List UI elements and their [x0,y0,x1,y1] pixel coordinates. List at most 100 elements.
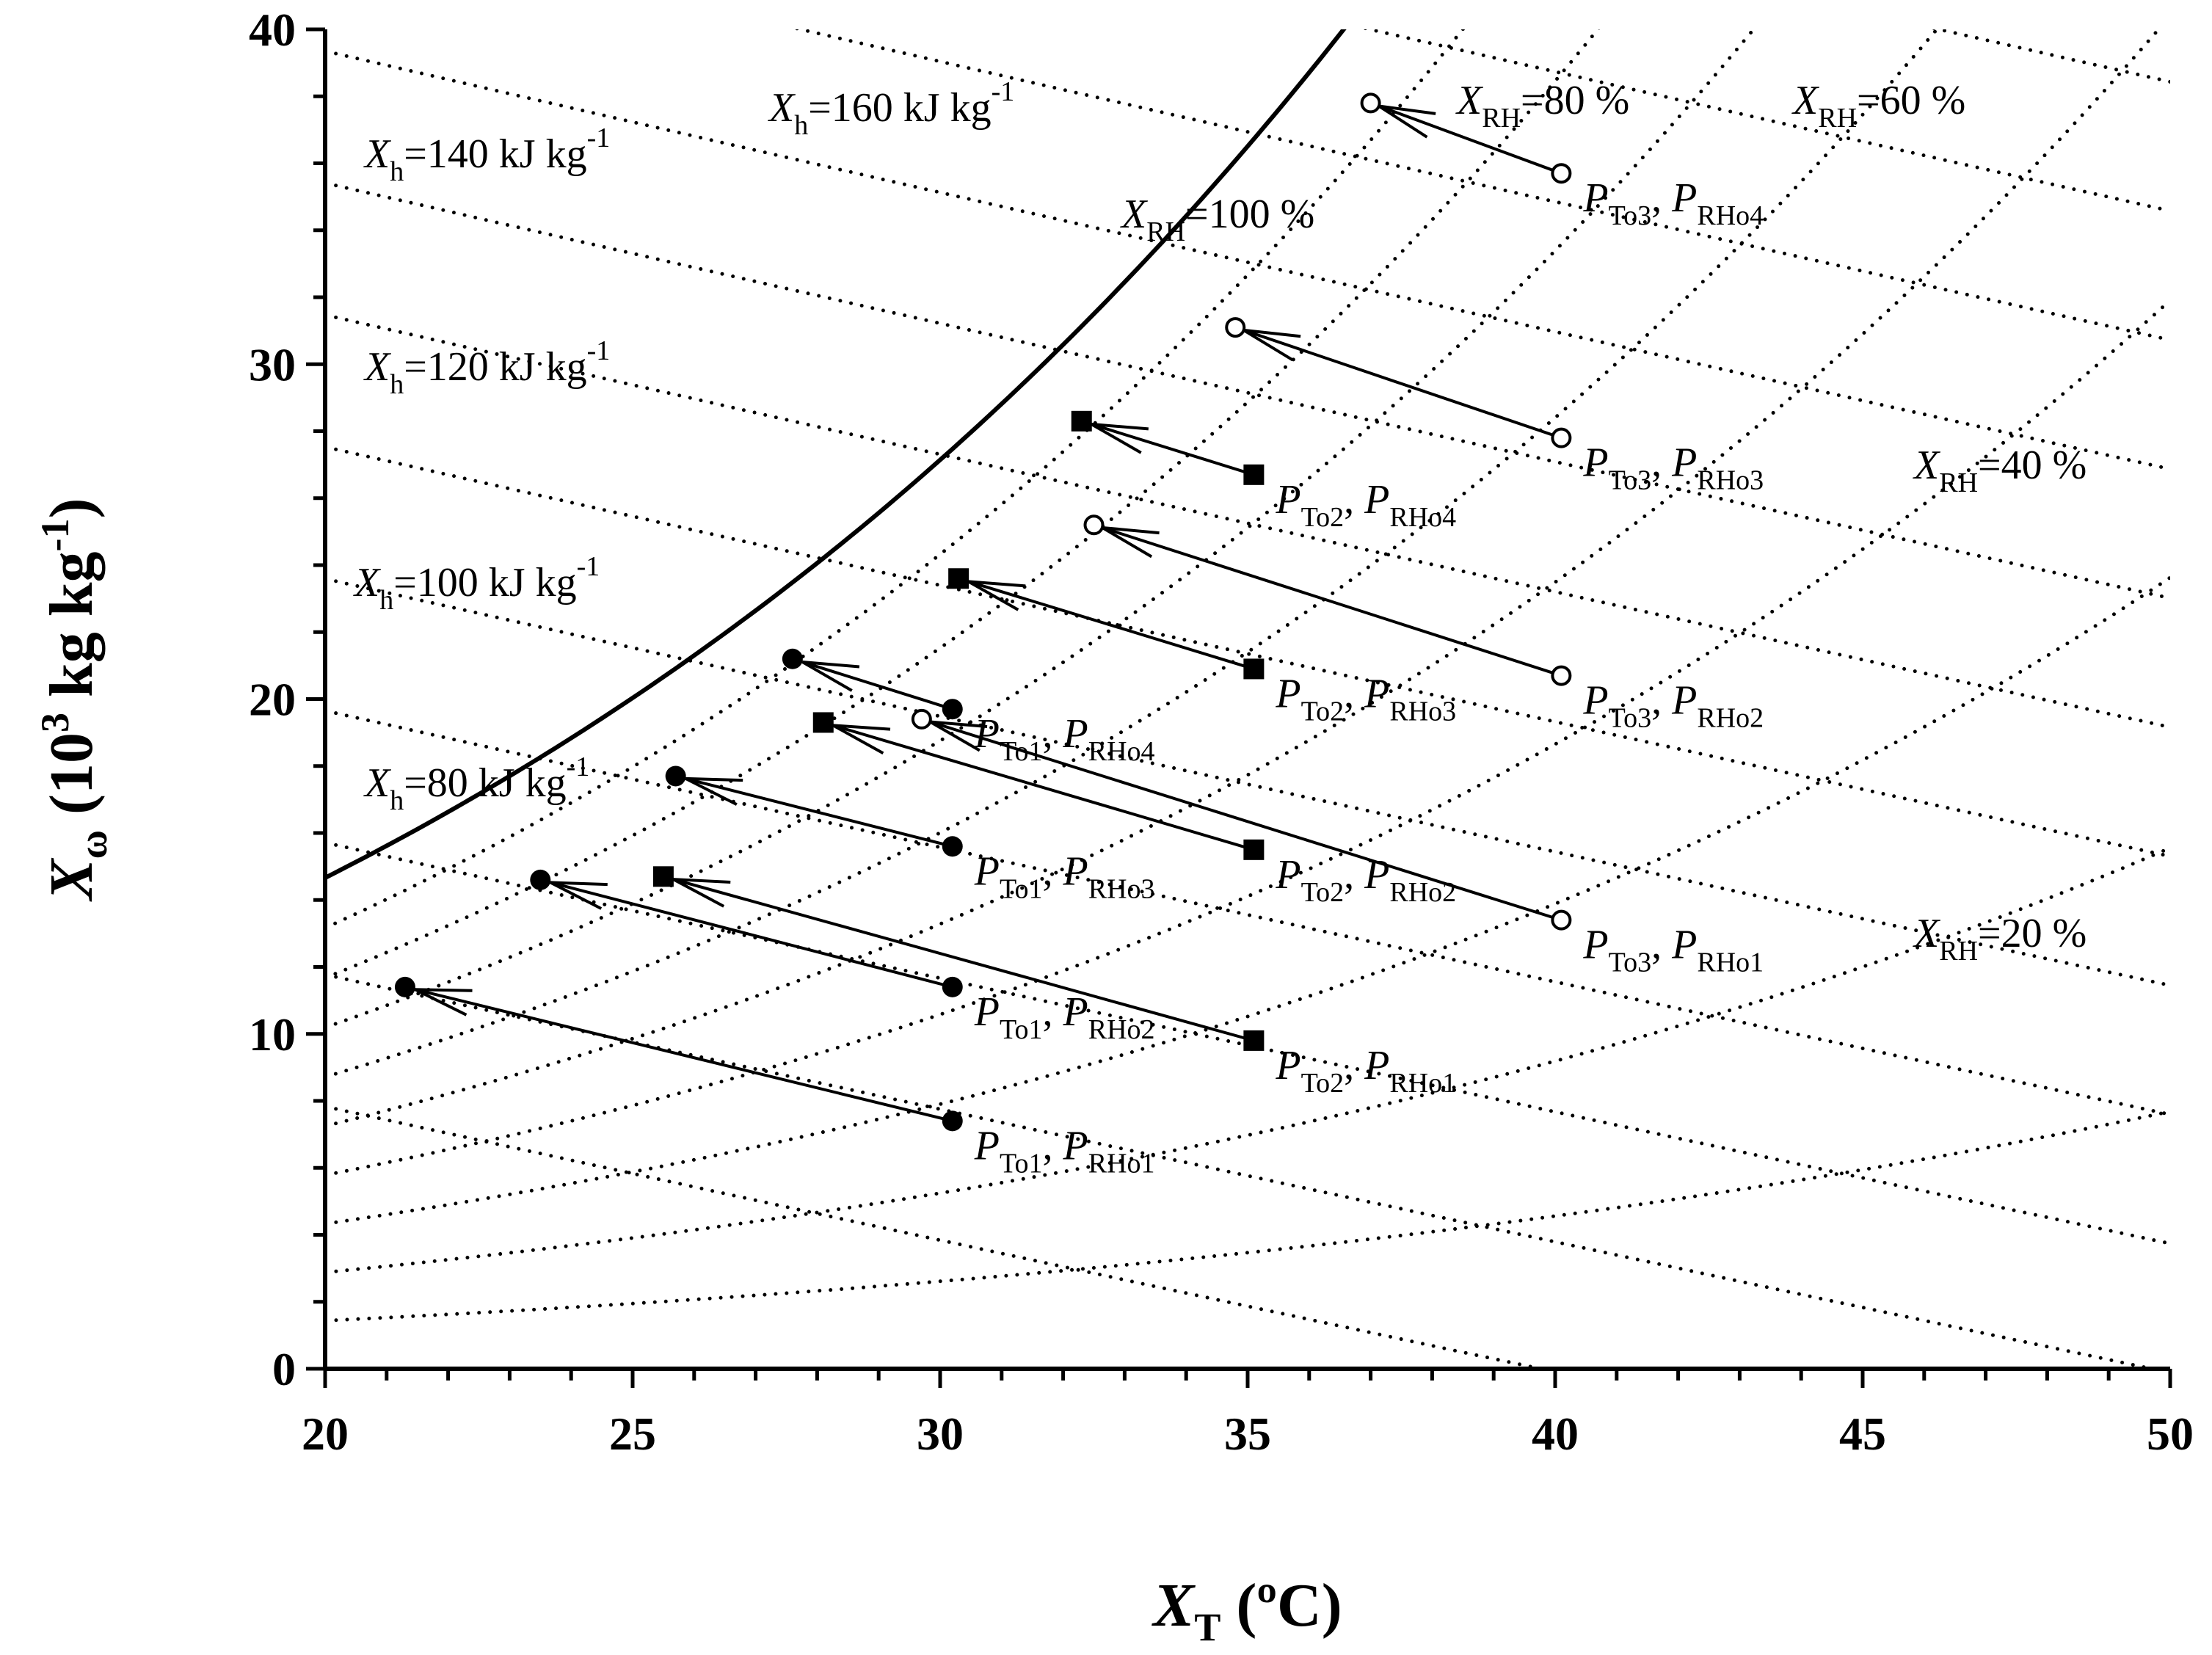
arrow-head-barb [967,580,1019,611]
arrow-head-barb [832,724,884,755]
enthalpy-line-60 [325,840,2170,1245]
arrow-head-barb [1101,526,1153,559]
arrow-head-barb [550,881,608,887]
arrow-head-barb [415,988,473,992]
y-tick-label: 20 [249,674,296,726]
marker-To2-1-end [652,866,674,887]
rh-curve-10 [325,1110,2170,1323]
point-label-To1-1: PTo1, PRHo1 [974,1123,1155,1179]
psychrometric-grid-lines [325,29,2170,1369]
point-label-To3-1: PTo3, PRHo1 [1582,923,1764,978]
saturation-curve [325,29,1347,880]
enthalpy-line-110 [325,181,2170,600]
marker-To3-3-end [1225,317,1246,338]
arrow-head-barb [1102,525,1160,535]
enthalpy-line-80 [325,577,2170,988]
enthalpy-line-150 [1930,29,2170,84]
arrow-head-barb [673,878,731,884]
process-arrow-To2-3 [967,580,1254,671]
axes: 20 25 30 35 40 45 50 0 10 20 30 40 [249,4,2194,1460]
process-arrow-To1-4 [801,661,953,711]
process-arrow-To1-1 [415,988,953,1123]
marker-To1-3-end [665,765,686,787]
rh-label-2: XRH=80 % [1455,78,1629,134]
marker-To2-2-end [812,712,834,733]
process-arrow-To1-3 [685,776,953,848]
enthalpy-line-100 [325,313,2170,730]
marker-To1-4-end [782,648,803,669]
rh-curve-70 [325,29,1756,1030]
enthalpy-line-70 [325,708,2170,1116]
rh-label-3: XRH=60 % [1791,78,1965,134]
marker-To2-1-start [1243,1030,1265,1051]
arrow-head-barb [968,580,1026,588]
rh-curve-50 [325,29,2161,1128]
arrow-head-barb [930,720,988,729]
point-label-To2-2: PTo2, PRHo2 [1275,852,1456,908]
arrow-head-barb [1243,329,1294,362]
marker-To1-2-end [530,869,551,890]
saturation-curve-group [325,29,1347,880]
process-arrows [414,104,1562,1123]
point-label-To3-3: PTo3, PRHo3 [1582,440,1764,496]
enthalpy-label-120: Xh=120 kJ kg-1 [363,335,610,400]
x-tick-label: 35 [1224,1408,1271,1460]
enthalpy-label-100: Xh=100 kJ kg-1 [353,551,600,616]
arrow-head-barb [833,724,891,731]
marker-To3-1-start [1551,909,1572,931]
process-arrow-To2-4 [1091,423,1254,476]
process-arrow-To2-1 [672,878,1254,1042]
y-tick-label: 40 [249,4,296,56]
rh-label-5: XRH=20 % [1913,911,2087,967]
arrow-head-barb [1243,328,1301,338]
line-annotations: Xh=80 kJ kg-1 Xh=100 kJ kg-1 Xh=120 kJ kg-… [353,76,2087,967]
y-tick-label: 0 [272,1343,296,1395]
enthalpy-label-160: Xh=160 kJ kg-1 [768,76,1014,141]
arrow-head-barb [1091,422,1149,431]
marker-To1-2-start [942,976,963,997]
x-tick-label: 45 [1839,1408,1886,1460]
point-label-To1-3: PTo1, PRHo3 [974,848,1155,904]
marker-To3-3-start [1551,427,1572,448]
x-tick-label: 25 [609,1408,656,1460]
enthalpy-label-140: Xh=140 kJ kg-1 [363,123,610,187]
enthalpy-line-50 [325,972,2161,1369]
process-arrow-To3-1 [929,720,1562,922]
marker-To2-4-start [1243,464,1265,485]
arrow-head-barb [1091,423,1142,454]
data-markers [394,92,1572,1132]
x-tick-label: 30 [917,1408,964,1460]
x-tick-label: 50 [2147,1408,2194,1460]
arrow-head-barb [672,878,725,908]
marker-To2-3-start [1243,658,1265,680]
process-arrow-To3-2 [1102,526,1562,677]
y-tick-label: 10 [249,1008,296,1061]
point-label-To2-4: PTo2, PRHo4 [1275,477,1456,533]
arrow-head-barb [801,661,853,692]
marker-To3-1-end [911,708,932,730]
process-arrow-To3-4 [1378,104,1562,175]
arrow-head-barb [685,776,743,782]
x-tick-label: 40 [1532,1408,1579,1460]
marker-To3-2-end [1083,514,1105,536]
arrow-head-barb [549,881,603,910]
arrow-head-barb [929,720,981,752]
enthalpy-line-120 [325,49,2170,471]
process-arrow-To2-2 [832,724,1254,851]
marker-To1-3-start [942,836,963,857]
point-label-To1-2: PTo1, PRHo2 [974,989,1155,1045]
point-label-To3-2: PTo3, PRHo2 [1582,678,1764,734]
point-label-To3-4: PTo3, PRHo4 [1582,175,1764,231]
arrow-head-barb [802,660,860,669]
arrow-head-barb [1378,104,1428,139]
process-arrow-To3-3 [1243,329,1562,440]
rh-label-1: XRH=100 % [1120,192,1314,247]
marker-To3-2-start [1551,665,1572,686]
y-tick-label: 30 [249,338,296,390]
rh-curve-20 [325,845,2170,1275]
axis-titles: XT (ºC) Xω (103 kg kg-1) [33,498,1342,1649]
marker-To2-3-end [948,568,969,589]
rh-curve-30 [325,575,2170,1226]
point-label-To2-3: PTo2, PRHo3 [1275,671,1456,727]
